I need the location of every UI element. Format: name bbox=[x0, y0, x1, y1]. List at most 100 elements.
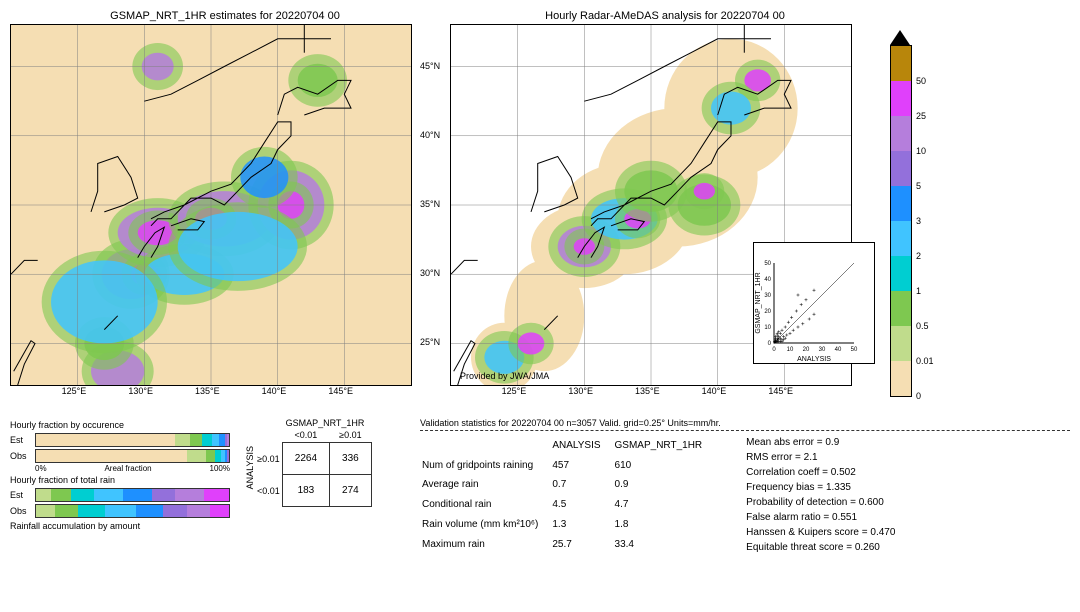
colorbar-segment: 0 bbox=[891, 361, 911, 396]
rain-title: Hourly fraction of total rain bbox=[10, 475, 230, 485]
stats-gsmap-val: 1.8 bbox=[615, 516, 715, 534]
metric-label: False alarm ratio = bbox=[746, 512, 829, 523]
colorbar: 50251053210.50.010 bbox=[890, 10, 912, 410]
left-map-panel: GSMAP_NRT_1HR estimates for 20220704 00 … bbox=[10, 10, 440, 410]
fraction-panel: Hourly fraction by occurence Est Obs 0%A… bbox=[10, 418, 230, 555]
xtick-label: 125°E bbox=[502, 386, 527, 396]
left-map-title: GSMAP_NRT_1HR estimates for 20220704 00 bbox=[10, 10, 440, 22]
stats-gsmap-val: 33.4 bbox=[615, 535, 715, 553]
ytick-label: 40°N bbox=[420, 130, 440, 140]
ytick-label: 35°N bbox=[420, 199, 440, 209]
row-ge: ≥0.01 bbox=[255, 443, 282, 475]
metric-value: 0.502 bbox=[831, 467, 856, 478]
contingency-row-header: ANALYSIS bbox=[245, 446, 255, 489]
fraction-segment bbox=[175, 489, 204, 501]
fraction-segment bbox=[51, 489, 70, 501]
colorbar-tick: 0.01 bbox=[916, 356, 934, 366]
xtick-label: 145°E bbox=[768, 386, 793, 396]
fraction-segment bbox=[78, 505, 105, 517]
fraction-segment bbox=[227, 434, 229, 446]
metric-value: 1.335 bbox=[826, 482, 851, 493]
stats-row-label: Maximum rain bbox=[422, 535, 550, 553]
colorbar-tick: 0 bbox=[916, 391, 921, 401]
ytick-label: 30°N bbox=[420, 268, 440, 278]
stats-row-label: Num of gridpoints raining bbox=[422, 456, 550, 474]
rain-obs-bar bbox=[35, 504, 230, 518]
colorbar-arrow-icon bbox=[890, 30, 910, 45]
colorbar-tick: 5 bbox=[916, 181, 921, 191]
colorbar-segment: 25 bbox=[891, 81, 911, 116]
xtick-label: 135°E bbox=[195, 386, 220, 396]
fraction-segment bbox=[36, 450, 187, 462]
contingency-table: <0.01 ≥0.01 ≥0.01 2264 336 <0.01 183 274 bbox=[255, 428, 372, 507]
stats-analysis-val: 25.7 bbox=[552, 535, 612, 553]
colorbar-tick: 2 bbox=[916, 251, 921, 261]
metric-label: RMS error = bbox=[746, 452, 801, 463]
colorbar-segment: 0.01 bbox=[891, 326, 911, 361]
stats-analysis-val: 4.5 bbox=[552, 496, 612, 514]
contingency-panel: GSMAP_NRT_1HR ANALYSIS <0.01 ≥0.01 ≥0.01… bbox=[245, 418, 405, 555]
top-row: GSMAP_NRT_1HR estimates for 20220704 00 … bbox=[10, 10, 1070, 410]
colorbar-tick: 3 bbox=[916, 216, 921, 226]
stats-title: Validation statistics for 20220704 00 n=… bbox=[420, 418, 1070, 431]
stats-gsmap-val: 0.9 bbox=[615, 476, 715, 494]
svg-text:30: 30 bbox=[819, 347, 826, 353]
fraction-segment bbox=[136, 505, 163, 517]
svg-text:ANALYSIS: ANALYSIS bbox=[797, 356, 831, 363]
scatter-plot: 0010102020303040405050ANALYSISGSMAP_NRT_… bbox=[753, 242, 875, 364]
fraction-segment bbox=[206, 450, 216, 462]
fraction-segment bbox=[123, 489, 152, 501]
stats-col-header: GSMAP_NRT_1HR bbox=[615, 437, 715, 454]
occurrence-est-bar bbox=[35, 433, 230, 447]
xtick-label: 140°E bbox=[262, 386, 287, 396]
fraction-segment bbox=[190, 434, 202, 446]
fraction-segment bbox=[212, 434, 220, 446]
fraction-segment bbox=[210, 505, 229, 517]
ytick-label: 25°N bbox=[420, 337, 440, 347]
svg-text:50: 50 bbox=[851, 347, 858, 353]
stats-gsmap-val: 4.7 bbox=[615, 496, 715, 514]
colorbar-segment: 2 bbox=[891, 221, 911, 256]
attribution-text: Provided by JWA/JMA bbox=[460, 371, 549, 381]
metric-value: 0.260 bbox=[855, 542, 880, 553]
metric-value: 0.470 bbox=[870, 527, 895, 538]
svg-text:GSMAP_NRT_1HR: GSMAP_NRT_1HR bbox=[755, 272, 762, 333]
fraction-segment bbox=[55, 505, 78, 517]
fraction-segment bbox=[175, 434, 190, 446]
fraction-segment bbox=[202, 434, 212, 446]
svg-text:40: 40 bbox=[764, 277, 771, 283]
obs-label: Obs bbox=[10, 451, 35, 461]
colorbar-segment: 1 bbox=[891, 256, 911, 291]
col-ge: ≥0.01 bbox=[330, 428, 372, 443]
fraction-segment bbox=[152, 489, 175, 501]
col-lt: <0.01 bbox=[282, 428, 329, 443]
stats-row-label: Average rain bbox=[422, 476, 550, 494]
cell-11: 274 bbox=[330, 475, 372, 507]
metric-value: 2.1 bbox=[804, 452, 818, 463]
fraction-segment bbox=[36, 505, 55, 517]
colorbar-segment: 50 bbox=[891, 46, 911, 81]
fraction-segment bbox=[227, 450, 229, 462]
cell-10: 183 bbox=[282, 475, 329, 507]
fraction-segment bbox=[163, 505, 186, 517]
bottom-row: Hourly fraction by occurence Est Obs 0%A… bbox=[10, 418, 1070, 555]
right-map-panel: Hourly Radar-AMeDAS analysis for 2022070… bbox=[450, 10, 880, 410]
metric-label: Frequency bias = bbox=[746, 482, 823, 493]
stats-analysis-val: 0.7 bbox=[552, 476, 612, 494]
fraction-segment bbox=[204, 489, 229, 501]
metric-value: 0.600 bbox=[859, 497, 884, 508]
stats-row-label: Conditional rain bbox=[422, 496, 550, 514]
xtick-label: 135°E bbox=[635, 386, 660, 396]
svg-text:10: 10 bbox=[787, 347, 794, 353]
x0: 0% bbox=[35, 464, 47, 473]
rain-est-bar bbox=[35, 488, 230, 502]
ytick-label: 45°N bbox=[420, 61, 440, 71]
fraction-segment bbox=[187, 505, 210, 517]
fraction-segment bbox=[36, 489, 51, 501]
colorbar-tick: 1 bbox=[916, 286, 921, 296]
metric-value: 0.551 bbox=[832, 512, 857, 523]
stats-col-header bbox=[422, 437, 550, 454]
svg-text:50: 50 bbox=[764, 261, 771, 267]
stats-analysis-val: 1.3 bbox=[552, 516, 612, 534]
xtick-label: 145°E bbox=[328, 386, 353, 396]
